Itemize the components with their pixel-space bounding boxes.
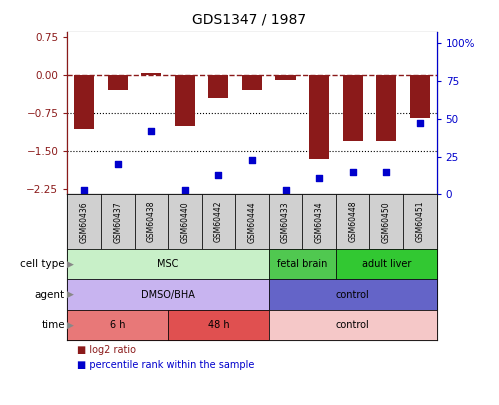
Bar xyxy=(135,194,168,249)
Bar xyxy=(269,194,302,249)
Bar xyxy=(74,75,94,129)
Text: time: time xyxy=(41,320,65,330)
Bar xyxy=(67,249,269,279)
Text: GSM60451: GSM60451 xyxy=(415,201,424,243)
Bar xyxy=(202,194,235,249)
Point xyxy=(281,187,289,193)
Text: GSM60436: GSM60436 xyxy=(80,201,89,243)
Text: ▶: ▶ xyxy=(67,260,74,269)
Text: ▶: ▶ xyxy=(67,290,74,299)
Text: GDS1347 / 1987: GDS1347 / 1987 xyxy=(193,12,306,26)
Text: control: control xyxy=(336,320,370,330)
Bar xyxy=(175,75,195,126)
Point xyxy=(315,175,323,181)
Text: ■ log2 ratio: ■ log2 ratio xyxy=(77,345,136,355)
Bar xyxy=(336,249,437,279)
Text: GSM60438: GSM60438 xyxy=(147,201,156,243)
Text: GSM60442: GSM60442 xyxy=(214,201,223,243)
Bar xyxy=(141,73,161,75)
Bar xyxy=(168,194,202,249)
Text: cell type: cell type xyxy=(20,259,65,269)
Text: ■ percentile rank within the sample: ■ percentile rank within the sample xyxy=(77,360,254,371)
Text: fetal brain: fetal brain xyxy=(277,259,327,269)
Bar xyxy=(309,75,329,159)
Bar xyxy=(336,194,369,249)
Bar xyxy=(269,310,437,340)
Bar xyxy=(403,194,437,249)
Bar xyxy=(269,249,336,279)
Text: control: control xyxy=(336,290,370,300)
Text: agent: agent xyxy=(35,290,65,300)
Text: ▶: ▶ xyxy=(67,320,74,330)
Text: GSM60437: GSM60437 xyxy=(113,201,122,243)
Text: GSM60450: GSM60450 xyxy=(382,201,391,243)
Text: GSM60434: GSM60434 xyxy=(315,201,324,243)
Bar xyxy=(101,194,135,249)
Text: adult liver: adult liver xyxy=(362,259,411,269)
Point xyxy=(416,120,424,126)
Bar xyxy=(242,75,262,90)
Point xyxy=(349,168,357,175)
Text: 6 h: 6 h xyxy=(110,320,125,330)
Point xyxy=(80,187,88,193)
Bar xyxy=(67,279,269,310)
Bar xyxy=(269,279,437,310)
Bar xyxy=(302,194,336,249)
Bar xyxy=(369,194,403,249)
Point xyxy=(248,156,256,163)
Bar xyxy=(209,75,229,98)
Point xyxy=(114,161,122,167)
Text: GSM60444: GSM60444 xyxy=(248,201,256,243)
Text: GSM60440: GSM60440 xyxy=(180,201,189,243)
Bar xyxy=(67,310,168,340)
Text: GSM60448: GSM60448 xyxy=(348,201,357,243)
Text: GSM60433: GSM60433 xyxy=(281,201,290,243)
Bar xyxy=(108,75,128,90)
Point xyxy=(215,171,223,178)
Bar xyxy=(67,194,101,249)
Bar xyxy=(168,310,269,340)
Point xyxy=(147,128,155,134)
Text: DMSO/BHA: DMSO/BHA xyxy=(141,290,195,300)
Bar xyxy=(410,75,430,118)
Point xyxy=(382,168,390,175)
Text: MSC: MSC xyxy=(157,259,179,269)
Bar xyxy=(235,194,269,249)
Bar xyxy=(376,75,396,141)
Bar xyxy=(275,75,295,81)
Bar xyxy=(343,75,363,141)
Text: 48 h: 48 h xyxy=(208,320,229,330)
Point xyxy=(181,187,189,193)
